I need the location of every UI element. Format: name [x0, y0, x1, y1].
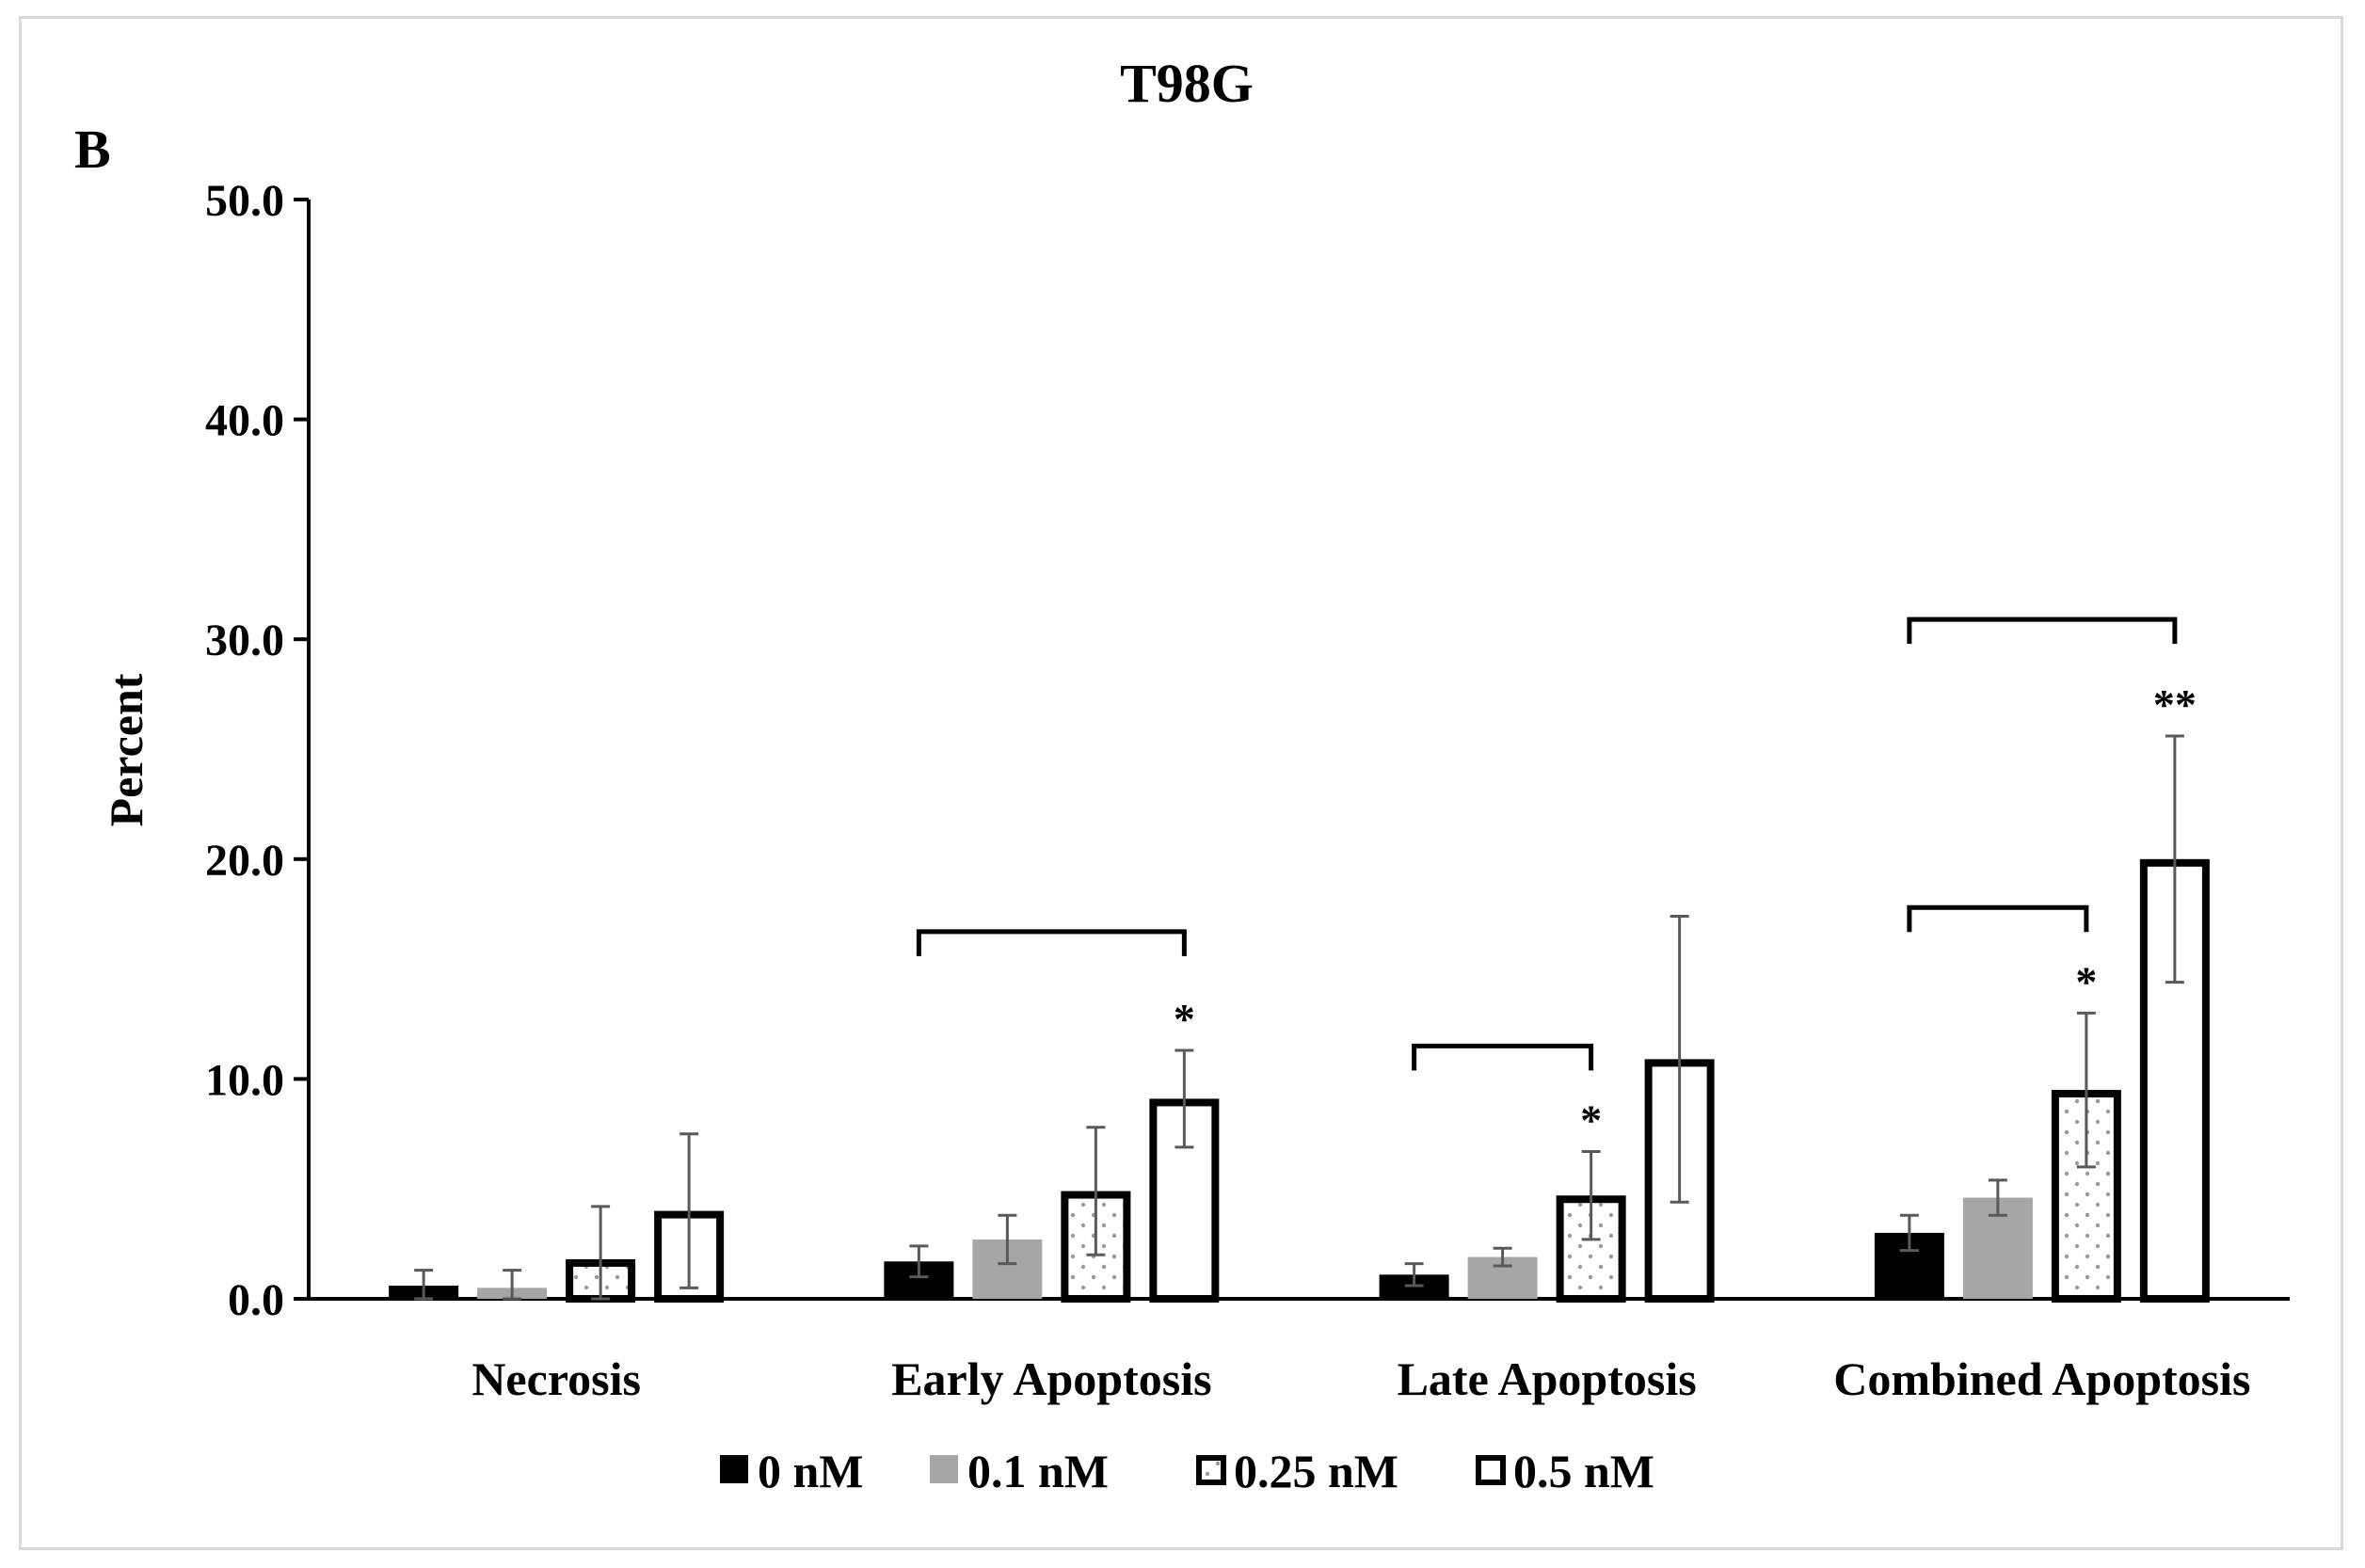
significance-bracket [916, 929, 1187, 956]
error-bar [1175, 1048, 1194, 1149]
error-bar [1493, 1246, 1512, 1268]
y-tick-label: 30.0 [205, 616, 284, 665]
legend-item: 0.5 nM [1476, 1445, 1654, 1497]
legend-item: 0 nM [720, 1445, 864, 1497]
legend-swatch [720, 1455, 748, 1483]
significance-star: * [2075, 957, 2097, 1005]
error-bar [414, 1269, 434, 1301]
legend-item: 0.1 nM [930, 1445, 1109, 1497]
legend-swatch [1196, 1455, 1226, 1485]
chart-title: T98G [1120, 53, 1254, 114]
error-bar [503, 1269, 522, 1301]
legend: 0 nM 0.1 nM 0.25 nM 0.5 nM [720, 1445, 1654, 1497]
legend-swatch [1476, 1455, 1506, 1485]
legend-label: 0.1 nM [967, 1445, 1109, 1497]
x-tick-label: Necrosis [471, 1352, 641, 1405]
significance-star: * [1174, 995, 1195, 1043]
panel-label: B [74, 119, 111, 180]
chart-frame: T98G B Percent 0.0 10.0 20.0 30.0 40.0 50.0 *… [19, 16, 2343, 1550]
error-bar [679, 1132, 699, 1289]
error-bar [1404, 1262, 1424, 1288]
legend-label: 0.25 nM [1234, 1445, 1398, 1497]
y-tick-label: 10.0 [205, 1055, 284, 1105]
significance-annotations: ***** [916, 616, 2197, 1144]
y-tick-label: 50.0 [205, 176, 284, 226]
x-axis-labels: Necrosis Early Apoptosis Late Apoptosis Com… [471, 1352, 2250, 1405]
legend-label: 0 nM [758, 1445, 864, 1497]
error-bar [591, 1205, 611, 1301]
error-bar [1670, 915, 1689, 1204]
x-tick-label: Late Apoptosis [1398, 1352, 1697, 1405]
legend-item: 0.25 nM [1196, 1445, 1398, 1497]
legend-swatch [930, 1455, 958, 1483]
x-tick-label: Early Apoptosis [891, 1352, 1211, 1405]
y-tick-label: 0.0 [228, 1275, 284, 1325]
significance-bracket [1907, 616, 2178, 645]
y-tick-label: 40.0 [205, 396, 284, 446]
legend-label: 0.5 nM [1513, 1445, 1654, 1497]
error-bar [1988, 1178, 2007, 1217]
significance-bracket [1412, 1043, 1594, 1071]
y-tick-label: 20.0 [205, 836, 284, 886]
error-bar [2165, 734, 2184, 984]
error-bar [1899, 1213, 1919, 1253]
bar [1556, 1195, 1626, 1304]
significance-star: ** [2153, 680, 2197, 728]
error-bar [2076, 1011, 2096, 1169]
error-bar [909, 1244, 929, 1279]
bar-chart: T98G B Percent 0.0 10.0 20.0 30.0 40.0 50.0 *… [74, 53, 2290, 1497]
error-bar [998, 1213, 1017, 1266]
y-axis: 0.0 10.0 20.0 30.0 40.0 50.0 [205, 176, 2290, 1325]
bars [389, 734, 2210, 1304]
error-bar [1086, 1126, 1106, 1256]
y-axis-label: Percent [100, 673, 152, 826]
error-bar [1581, 1149, 1601, 1241]
x-tick-label: Combined Apoptosis [1833, 1352, 2250, 1405]
significance-bracket [1907, 904, 2089, 933]
significance-star: * [1580, 1096, 1602, 1144]
